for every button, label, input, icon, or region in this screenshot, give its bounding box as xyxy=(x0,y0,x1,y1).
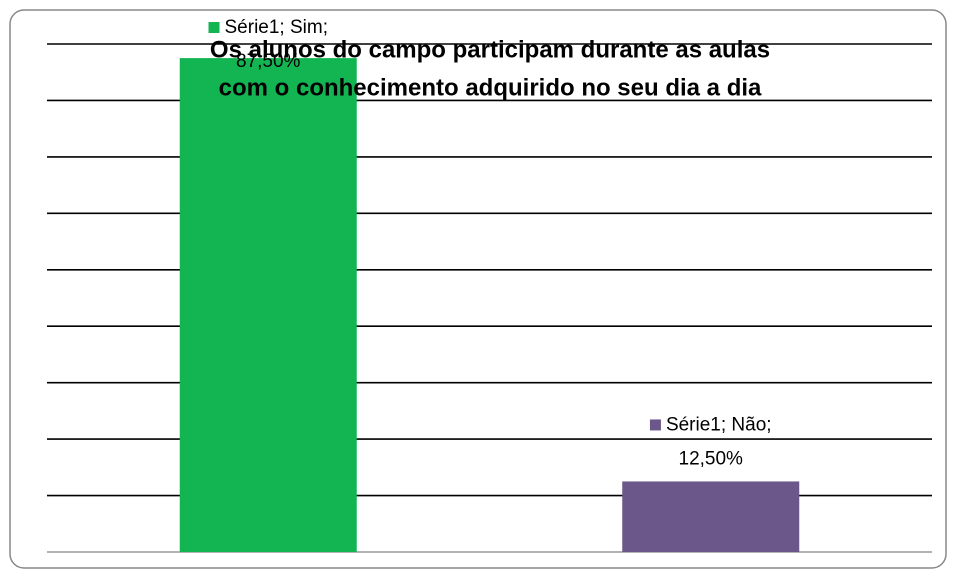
bar xyxy=(179,58,357,552)
value-label: Série1; Sim; 87,50% xyxy=(225,17,328,72)
value-label: Série1; Não; 12,50% xyxy=(666,414,772,469)
chart-title: Os alunos do campo participam durante as… xyxy=(210,36,770,63)
bar xyxy=(622,481,800,552)
value-label-line: Série1; Não; xyxy=(666,414,772,435)
value-label-key xyxy=(208,22,220,33)
chart-title: com o conhecimento adquirido no seu dia … xyxy=(219,74,762,101)
value-label-line: 87,50% xyxy=(236,51,301,72)
value-label-line: 12,50% xyxy=(679,448,744,469)
value-label-line: Série1; Sim; xyxy=(225,17,328,38)
value-label-key xyxy=(649,419,661,431)
